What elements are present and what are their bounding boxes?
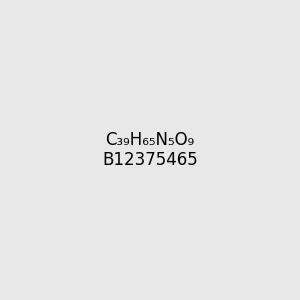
Text: C₃₉H₆₅N₅O₉
B12375465: C₃₉H₆₅N₅O₉ B12375465: [102, 130, 198, 170]
